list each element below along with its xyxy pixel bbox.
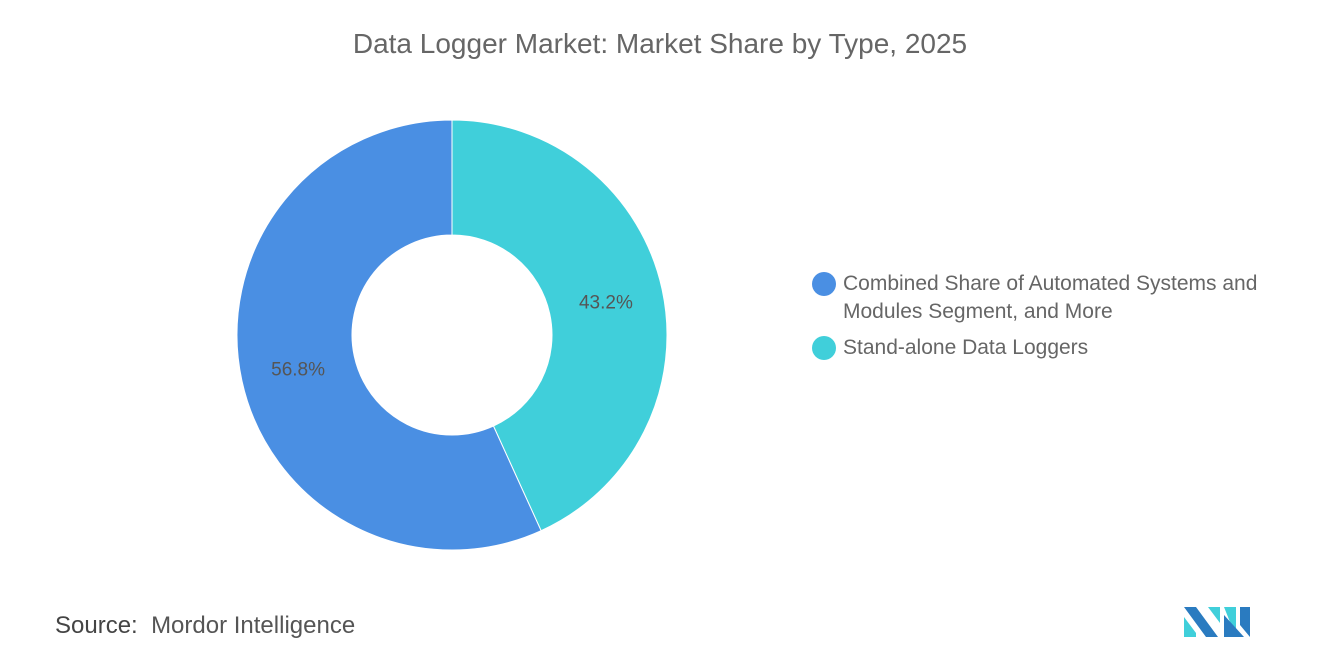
donut-slice-1 [236,119,542,551]
source-label: Source: [55,612,138,639]
mordor-logo [1184,607,1250,637]
source-value: Mordor Intelligence [151,612,356,639]
slice-label-1: 56.8% [271,359,325,380]
legend-item-combined: Combined Share of Automated Systems and … [812,270,1312,326]
legend-swatch [812,336,836,360]
legend-item-standalone: Stand-alone Data Loggers [812,334,1312,362]
chart-title: Data Logger Market: Market Share by Type… [352,28,968,59]
legend-label: Combined Share of Automated Systems and … [843,272,1258,323]
legend: Combined Share of Automated Systems and … [812,270,1312,370]
legend-label: Stand-alone Data Loggers [843,336,1089,359]
slice-label-0: 43.2% [579,293,633,314]
legend-swatch [812,272,836,296]
donut-chart: 43.2% 56.8% [236,119,668,551]
source-note: Source: Mordor Intelligence [55,612,355,640]
donut-slice-0 [451,119,668,532]
